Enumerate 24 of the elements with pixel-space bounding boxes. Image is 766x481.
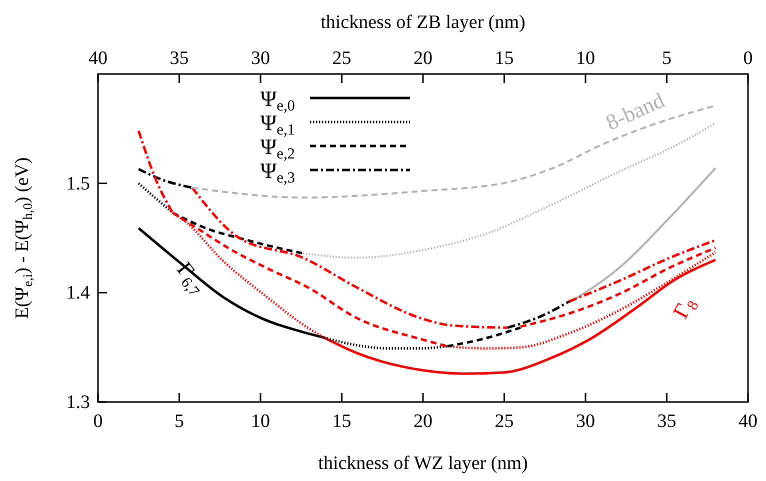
x2-tick-label: 10 <box>576 48 595 69</box>
y-tick-label: 1.4 <box>66 282 90 304</box>
x2-tick-label: 0 <box>743 48 753 69</box>
x-tick-label: 30 <box>576 411 595 432</box>
x2-tick-label: 15 <box>494 48 514 69</box>
y-tick-label: 1.5 <box>66 173 90 194</box>
x2-tick-label: 30 <box>251 48 270 69</box>
x-tick-label: 5 <box>174 411 184 432</box>
x2-axis-title: thickness of ZB layer (nm) <box>320 12 526 33</box>
x-tick-label: 20 <box>414 411 432 432</box>
x-tick-label: 25 <box>494 411 514 432</box>
annotation: 8-band <box>602 87 668 135</box>
x-tick-label: 0 <box>93 411 103 432</box>
x2-tick-label: 35 <box>170 48 189 69</box>
y-tick-label: 1.3 <box>66 392 90 413</box>
x-tick-label: 15 <box>332 411 352 432</box>
x-tick-label: 10 <box>251 411 270 432</box>
x-axis-title: thickness of WZ layer (nm) <box>318 453 528 474</box>
x2-tick-label: 20 <box>414 48 432 69</box>
x-tick-label: 40 <box>738 411 758 432</box>
x2-tick-label: 40 <box>88 48 108 69</box>
x2-tick-label: 5 <box>662 48 672 69</box>
x2-tick-label: 25 <box>332 48 352 69</box>
x-tick-label: 35 <box>657 411 676 432</box>
